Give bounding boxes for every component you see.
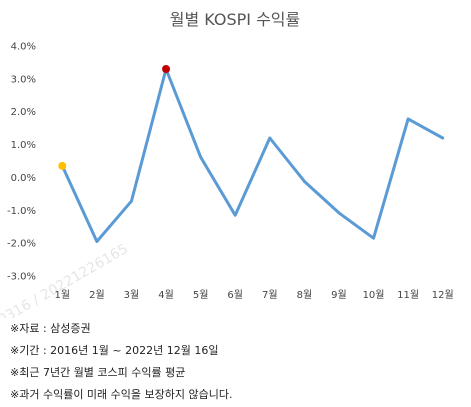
x-tick-label: 9월 [331,289,347,301]
x-tick-label: 5월 [193,289,209,301]
x-tick-label: 3월 [124,289,140,301]
data-point-marker-max [162,65,171,73]
x-tick-label: 7월 [262,289,278,301]
y-tick-label: 0.0% [11,173,36,184]
x-tick-label: 10월 [363,289,385,301]
note-period: ※기간 : 2016년 1월 ~ 2022년 12월 16일 [10,344,219,357]
x-tick-label: 6월 [227,289,243,301]
x-tick-label: 4월 [158,289,174,301]
x-axis-ticks: 1월 2월 3월 4월 5월 6월 7월 8월 9월 10월 11월 12월 [55,289,454,301]
y-tick-label: -2.0% [7,239,36,250]
y-tick-label: 3.0% [11,74,36,85]
x-tick-label: 12월 [432,289,454,301]
x-tick-label: 1월 [55,289,71,301]
note-average: ※최근 7년간 월별 코스피 수익률 평균 [10,366,186,379]
y-tick-label: 4.0% [11,42,36,53]
y-axis-ticks: 4.0% 3.0% 2.0% 1.0% 0.0% -1.0% -2.0% -3.0% [7,42,36,283]
data-point-marker-jan [58,161,67,170]
x-tick-label: 11월 [397,289,419,301]
y-tick-label: -1.0% [7,206,36,217]
footnotes: ※자료 : 삼성증권 ※기간 : 2016년 1월 ~ 2022년 12월 16… [10,318,465,406]
line-chart: 0316 / 20221226165 월별 KOSPI 수익률 4.0%3.0%… [0,10,454,318]
x-tick-label: 2월 [89,289,105,301]
chart-area: 0316 / 20221226165 월별 KOSPI 수익률 4.0% 3.0%… [0,10,454,318]
series-line [60,67,445,243]
series-layer [58,65,445,243]
y-tick-label: 2.0% [11,107,36,118]
y-tick-label: 1.0% [11,140,36,151]
note-disclaimer: ※과거 수익률이 미래 수익을 보장하지 않습니다. [10,388,233,401]
note-source: ※자료 : 삼성증권 [10,322,91,335]
chart-title: 월별 KOSPI 수익률 [170,10,301,29]
y-tick-label: -3.0% [7,272,36,283]
x-tick-label: 8월 [297,289,313,301]
